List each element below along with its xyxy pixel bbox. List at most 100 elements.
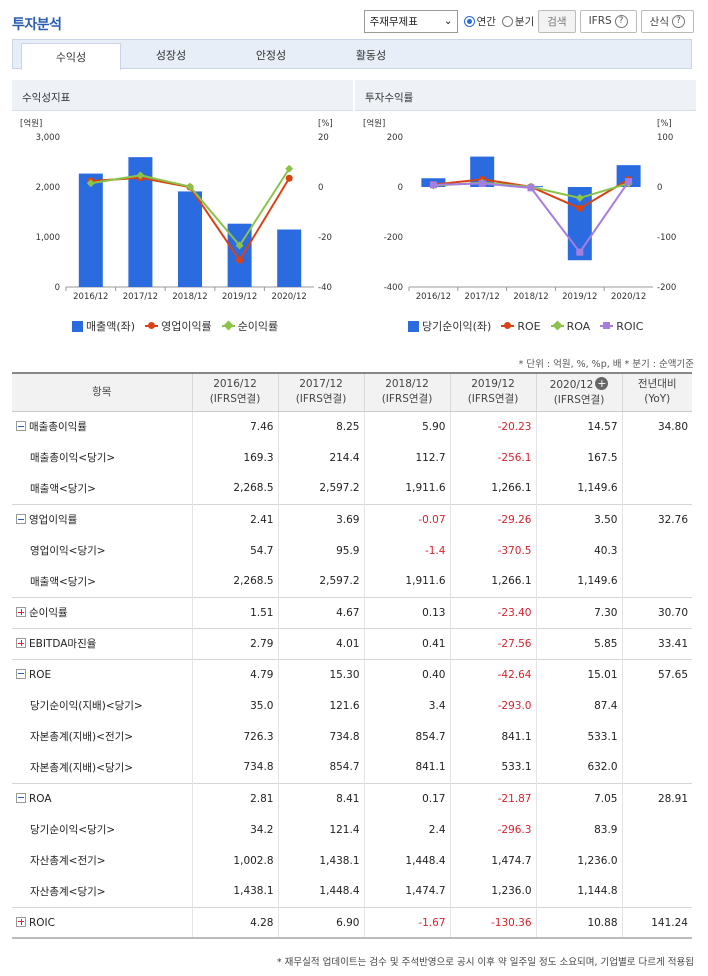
category-label: 2016/12 <box>416 292 451 302</box>
collapse-icon[interactable] <box>16 668 26 679</box>
value-cell: 87.4 <box>535 690 622 721</box>
right-tick-label: -20 <box>318 233 332 243</box>
legend-label: ROE <box>517 319 541 333</box>
radio-quarter[interactable]: 분기 <box>501 14 534 29</box>
statement-select[interactable]: 주재무제표 ⌄ <box>363 9 458 33</box>
value-cell: 1,149.6 <box>535 473 622 504</box>
value-cell: 7.05 <box>535 782 622 814</box>
add-column-icon[interactable]: + <box>595 376 609 390</box>
value-cell: 4.67 <box>277 596 364 628</box>
search-button-label: 검색 <box>547 15 567 28</box>
left-tick-label: -400 <box>384 283 403 293</box>
category-label: 2020/12 <box>272 292 307 302</box>
bar <box>178 191 202 287</box>
value-cell: 1,266.1 <box>449 566 536 597</box>
value-cell: 1,144.8 <box>535 876 622 907</box>
row-label-text: 당기순이익<당기> <box>30 824 116 836</box>
value-cell: 841.1 <box>363 752 450 783</box>
value-cell: 2.4 <box>363 814 450 845</box>
value-cell: 2,597.2 <box>277 566 364 597</box>
ifrs-help-button[interactable]: IFRS ? <box>579 9 637 33</box>
tab-activity[interactable]: 활동성 <box>355 48 387 62</box>
marker-dot-icon <box>603 322 611 329</box>
table-row: 매출총이익률 7.46 8.25 5.90 -20.23 14.57 34.80 <box>12 410 692 442</box>
collapse-icon[interactable] <box>16 421 26 432</box>
right-tick-label: 0 <box>318 183 323 193</box>
legend-item: ROE <box>501 319 541 333</box>
value-cell: 1,149.6 <box>535 566 622 597</box>
value-cell: 214.4 <box>277 442 364 473</box>
row-label-text: 매출총이익<당기> <box>30 452 116 464</box>
return-legend: 당기순이익(좌) ROE ROA ROIC <box>408 318 643 334</box>
collapse-icon[interactable] <box>16 792 26 803</box>
expand-icon[interactable] <box>16 638 26 648</box>
table-subrow: 당기순이익(지배)<당기> 35.0 121.6 3.4 -293.0 87.4 <box>12 690 692 721</box>
value-cell: 6.90 <box>277 906 364 938</box>
legend-item: ROIC <box>600 320 643 333</box>
row-label-text: 매출액<당기> <box>30 575 96 588</box>
expand-icon[interactable] <box>16 607 26 617</box>
row-label: ROA <box>12 782 192 814</box>
expand-icon[interactable] <box>16 916 26 927</box>
table-row: 순이익률 1.51 4.67 0.13 -23.40 7.30 30.70 <box>12 596 692 628</box>
yoy-cell: 32.76 <box>621 503 692 535</box>
column-header: 2016/12 (IFRS연결) <box>191 372 278 412</box>
tab-growth[interactable]: 성장성 <box>155 48 187 62</box>
value-cell: 121.6 <box>277 690 364 721</box>
value-cell: 5.85 <box>535 627 622 659</box>
formula-help-button[interactable]: 산식 ? <box>640 9 694 33</box>
value-cell: 83.9 <box>535 814 622 845</box>
yoy-cell <box>621 876 692 907</box>
value-cell: 1.51 <box>191 596 278 628</box>
row-label: ROE <box>12 658 192 690</box>
tab-stability[interactable]: 안정성 <box>255 48 287 62</box>
legend-label: 매출액(좌) <box>86 320 136 333</box>
value-cell: 15.30 <box>277 658 364 690</box>
series-point <box>429 181 437 189</box>
row-label-text: 자본총계(지배)<전기> <box>30 731 134 743</box>
value-cell: 1,448.4 <box>277 876 364 907</box>
legend-label: 순이익률 <box>237 320 279 333</box>
left-tick-label: 0 <box>55 283 60 293</box>
value-cell: -0.07 <box>363 503 450 535</box>
search-button[interactable]: 검색 <box>538 9 576 33</box>
row-label-text: 자산총계<당기> <box>30 885 106 898</box>
value-cell: 3.69 <box>277 503 364 535</box>
row-label: 순이익률 <box>12 596 192 628</box>
value-cell: 533.1 <box>449 752 536 783</box>
value-cell: -296.3 <box>449 814 536 845</box>
column-header: 항목 <box>12 372 192 412</box>
table-header-row: 항목 2016/12 (IFRS연결) 2017/12 (IFRS연결) 2018/12 (… <box>12 372 692 412</box>
column-header-label: 2020/12 <box>549 378 594 391</box>
row-label-text: 매출액<당기> <box>30 482 96 495</box>
yoy-cell: 141.24 <box>621 906 692 938</box>
value-cell: 0.40 <box>363 658 450 690</box>
tab-profitability[interactable]: 수익성 <box>21 43 121 70</box>
collapse-icon[interactable] <box>16 514 26 525</box>
formula-button-label: 산식 <box>649 15 669 28</box>
row-label: ROIC <box>12 906 192 938</box>
profitability-chart: [억원] [%] 3,000 2,000 1,000 0 20 0 -20 -40 2016/12 2… <box>20 118 333 302</box>
left-tick-label: 2,000 <box>36 183 60 193</box>
chart-title: 수익성지표 <box>12 80 353 111</box>
value-cell: -23.40 <box>449 596 536 628</box>
column-header-sublabel: (IFRS연결) <box>381 393 433 406</box>
value-cell: 1,438.1 <box>191 876 278 907</box>
series-point <box>285 164 294 173</box>
line-marker-icon <box>550 320 564 331</box>
row-label: 당기순이익<당기> <box>12 814 192 845</box>
radio-annual[interactable]: 연간 <box>463 14 496 29</box>
bar <box>277 229 302 287</box>
column-header-sublabel: (IFRS연결) <box>553 393 605 406</box>
table-body: 매출총이익률 7.46 8.25 5.90 -20.23 14.57 34.80 매출총이익<… <box>12 410 692 938</box>
value-cell: -27.56 <box>449 627 536 659</box>
series-point <box>478 180 486 188</box>
legend-label: 당기순이익(좌) <box>422 320 492 333</box>
marker-dot-icon <box>148 322 156 329</box>
row-label-text: ROA <box>29 792 52 805</box>
row-label: 매출총이익<당기> <box>12 442 192 473</box>
column-header-label: 2017/12 <box>299 378 343 391</box>
question-icon: ? <box>672 14 685 28</box>
value-cell: 4.28 <box>191 906 278 938</box>
analysis-tabs: 수익성 성장성 안정성 활동성 <box>12 39 692 70</box>
